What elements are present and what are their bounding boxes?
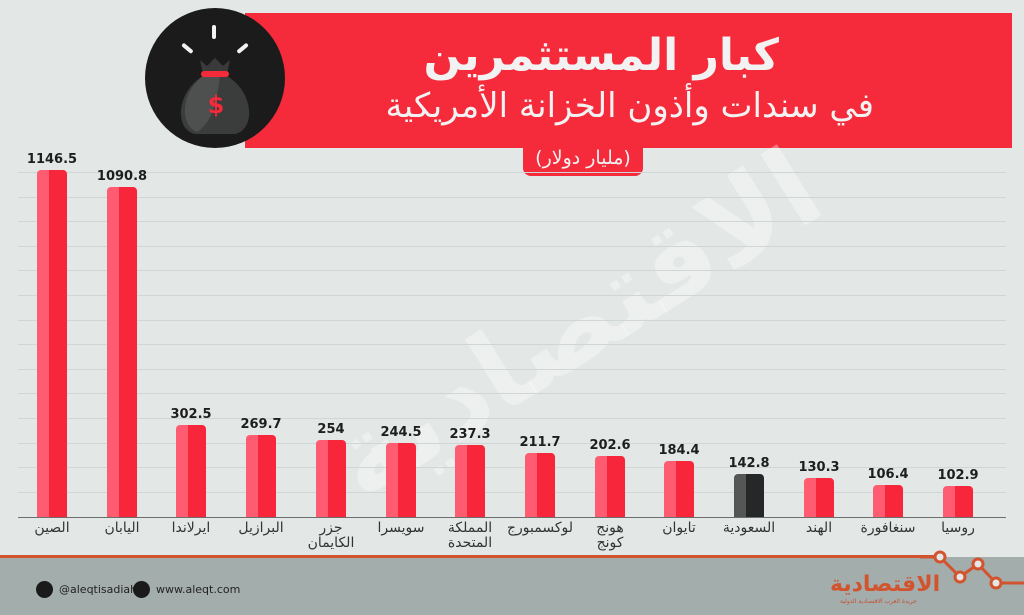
globe-icon xyxy=(133,581,150,598)
bar-value-label: 202.6 xyxy=(589,438,631,453)
bar xyxy=(664,461,694,517)
bar xyxy=(386,443,416,517)
bar-value-label: 1146.5 xyxy=(26,152,78,167)
category-label-line: السعودية xyxy=(722,520,776,536)
website-text: www.aleqt.com xyxy=(156,583,241,596)
category-label: لوكسمبورج xyxy=(500,521,580,536)
bar-value-label: 184.4 xyxy=(658,443,700,458)
category-label-line: المتحدة xyxy=(447,535,493,551)
chart-subtitle: في سندات وأذون الخزانة الأمريكية xyxy=(385,86,874,126)
gridline xyxy=(18,270,1006,271)
bar-value-label: 1090.8 xyxy=(96,169,148,184)
category-label-line: ايرلاندا xyxy=(171,520,211,536)
footer-accent-line xyxy=(0,555,940,558)
category-label: اليابان xyxy=(82,521,162,536)
twitter-handle[interactable]: @aleqtisadiah xyxy=(36,581,137,598)
category-label-line: هونج xyxy=(596,520,624,536)
category-label: سويسرا xyxy=(361,521,441,536)
category-label-line: تايوان xyxy=(662,520,696,536)
bar xyxy=(246,435,276,517)
bar-value-label: 254 xyxy=(317,422,345,437)
category-label: الصين xyxy=(12,521,92,536)
footer xyxy=(0,557,1024,615)
category-label: البرازيل xyxy=(221,521,301,536)
publisher-logo: الاقتصادية xyxy=(830,572,941,597)
category-label-line: الهند xyxy=(805,520,833,536)
gridline xyxy=(18,221,1006,222)
bar xyxy=(455,445,485,517)
gridline xyxy=(18,172,1006,173)
bar xyxy=(176,425,206,517)
bar-value-label: 237.3 xyxy=(449,427,491,442)
x-axis-baseline xyxy=(18,517,1006,518)
svg-text:$: $ xyxy=(208,91,225,119)
category-label: هونج كونج xyxy=(570,521,650,551)
category-label: سنغافورة xyxy=(848,521,928,536)
bar xyxy=(734,474,764,517)
bar-value-label: 211.7 xyxy=(519,435,561,450)
money-bag-badge: $ xyxy=(145,8,285,148)
bar-value-label: 244.5 xyxy=(380,425,422,440)
category-label-line: الكايمان xyxy=(307,535,355,551)
bar xyxy=(595,456,625,517)
bar-value-label: 302.5 xyxy=(170,407,212,422)
bar xyxy=(873,485,903,517)
title-banner xyxy=(245,13,1012,148)
category-label: جزر الكايمان xyxy=(291,521,371,551)
gridline xyxy=(18,418,1006,419)
gridline xyxy=(18,295,1006,296)
unit-label: (مليار دولار) xyxy=(523,140,643,176)
category-label-line: سويسرا xyxy=(377,520,425,536)
gridline xyxy=(18,393,1006,394)
bar-value-label: 269.7 xyxy=(240,417,282,432)
category-label: روسيا xyxy=(918,521,998,536)
website-link[interactable]: www.aleqt.com xyxy=(133,581,240,598)
bar xyxy=(943,486,973,517)
category-label-line: روسيا xyxy=(941,520,975,536)
gridline xyxy=(18,246,1006,247)
category-label: السعودية xyxy=(709,521,789,536)
twitter-icon xyxy=(36,581,53,598)
gridline xyxy=(18,344,1006,345)
twitter-handle-text: @aleqtisadiah xyxy=(59,583,138,596)
category-label: ايرلاندا xyxy=(151,521,231,536)
bar-value-label: 130.3 xyxy=(798,460,840,475)
publisher-tagline: جريدة العرب الاقتصادية الدولية xyxy=(840,598,917,605)
bar-value-label: 106.4 xyxy=(867,467,909,482)
category-label-line: الصين xyxy=(34,520,70,536)
bar xyxy=(316,440,346,517)
bar xyxy=(107,187,137,517)
gridline xyxy=(18,369,1006,370)
bar xyxy=(525,453,555,517)
category-label: الهند xyxy=(779,521,859,536)
category-label-line: سنغافورة xyxy=(860,520,916,536)
chart-title: كبار المستثمرين xyxy=(423,30,779,81)
category-label-line: لوكسمبورج xyxy=(506,520,573,536)
trend-line-icon xyxy=(920,550,1024,590)
category-label-line: جزر xyxy=(319,520,343,536)
gridline xyxy=(18,467,1006,468)
bar xyxy=(804,478,834,517)
category-label-line: المملكة xyxy=(447,520,493,536)
money-bag-icon: $ xyxy=(180,25,250,134)
gridline xyxy=(18,443,1006,444)
category-label-line: كونج xyxy=(596,535,624,551)
category-label: تايوان xyxy=(639,521,719,536)
gridline xyxy=(18,492,1006,493)
category-label: المملكة المتحدة xyxy=(430,521,510,551)
bar xyxy=(37,170,67,517)
gridline xyxy=(18,197,1006,198)
category-label-line: اليابان xyxy=(104,520,140,536)
bar-value-label: 102.9 xyxy=(937,468,979,483)
bar-value-label: 142.8 xyxy=(728,456,770,471)
category-label-line: البرازيل xyxy=(238,520,284,536)
gridline xyxy=(18,320,1006,321)
